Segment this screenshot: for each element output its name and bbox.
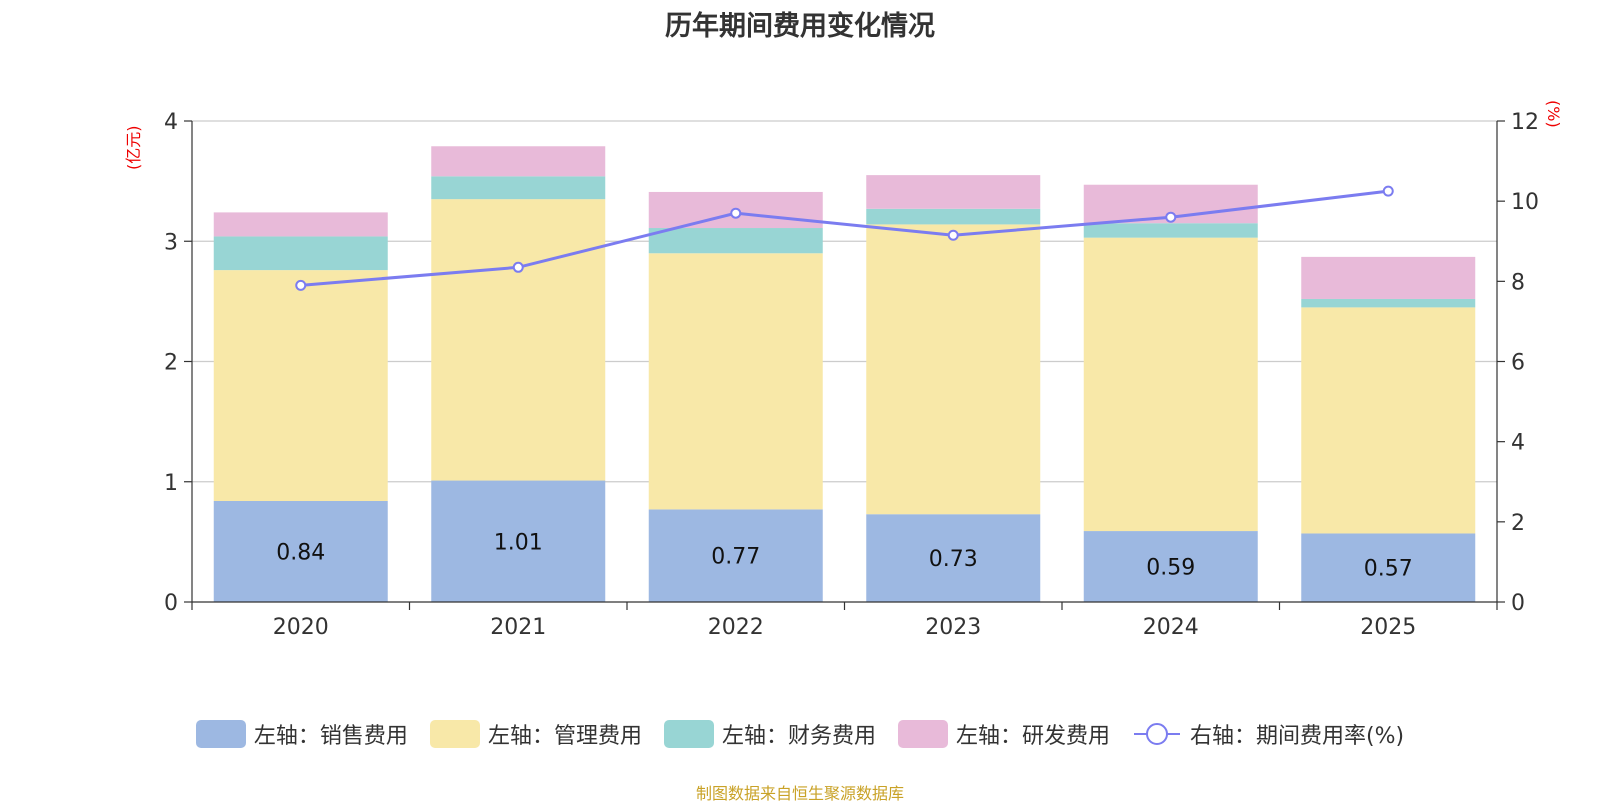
stacked-bar-line-chart: 012340246810120.8420201.0120210.7720220.… <box>164 110 1539 640</box>
legend-item-5[interactable]: 右轴：期间费用率(%) <box>1132 718 1404 750</box>
legend-label: 左轴：销售费用 <box>253 724 408 749</box>
rate-point-2023 <box>947 229 959 241</box>
bar-2023-1 <box>866 514 1041 602</box>
bar-2023-3 <box>866 208 1041 225</box>
bar-2022-2 <box>648 253 823 510</box>
bar-data-label: 0.57 <box>1364 557 1413 582</box>
legend-item-2[interactable]: 左轴：管理费用 <box>429 718 642 750</box>
bar-2020-4 <box>213 212 388 237</box>
bar-2025-2 <box>1301 307 1476 534</box>
bar-2022-1 <box>648 509 823 602</box>
right-tick-label: 4 <box>1511 431 1525 456</box>
legend-swatch <box>897 720 948 748</box>
rate-line <box>300 189 1389 287</box>
bar-data-label: 0.84 <box>276 540 325 565</box>
bar-data-label: 0.77 <box>711 545 760 570</box>
rate-point-2022 <box>730 207 742 219</box>
legend-swatch <box>1132 720 1182 748</box>
legend-swatch <box>429 720 480 748</box>
bar-2024-3 <box>1083 223 1258 238</box>
bar-2021-4 <box>431 146 606 177</box>
legend-label: 左轴：研发费用 <box>955 724 1110 749</box>
x-tick-label: 2022 <box>708 615 764 640</box>
bar-2023-4 <box>866 175 1041 209</box>
bar-2020-1 <box>213 500 388 602</box>
bar-2024-2 <box>1083 237 1258 532</box>
right-tick-label: 12 <box>1511 110 1539 135</box>
right-tick-label: 8 <box>1511 270 1525 295</box>
right-tick-label: 10 <box>1511 190 1539 215</box>
bar-2022-3 <box>648 228 823 254</box>
legend-item-1[interactable]: 左轴：销售费用 <box>195 718 408 750</box>
rate-point-2024 <box>1165 211 1177 223</box>
legend: 左轴：销售费用 左轴：管理费用 左轴：财务费用 左轴：研发费用 右轴：期间费用率(%) <box>0 718 1600 750</box>
bar-2021-1 <box>431 480 606 602</box>
data-source-footer: 制图数据来自恒生聚源数据库 <box>695 784 904 803</box>
rate-point-2020 <box>295 279 307 291</box>
left-tick-label: 3 <box>164 230 178 255</box>
bar-data-label: 0.59 <box>1146 556 1195 581</box>
bar-data-label: 0.73 <box>929 547 978 572</box>
legend-swatch <box>663 720 714 748</box>
legend-swatch <box>195 720 246 748</box>
legend-item-4[interactable]: 左轴：研发费用 <box>897 718 1110 750</box>
left-tick-label: 0 <box>164 591 178 616</box>
x-tick-label: 2025 <box>1360 615 1416 640</box>
bar-2024-1 <box>1083 531 1258 602</box>
bar-2025-4 <box>1301 256 1476 299</box>
x-tick-label: 2023 <box>925 615 981 640</box>
rate-point-2025 <box>1382 185 1394 197</box>
left-tick-label: 1 <box>164 471 178 496</box>
legend-label: 右轴：期间费用率(%) <box>1189 724 1405 749</box>
left-tick-label: 4 <box>164 110 178 135</box>
x-tick-label: 2020 <box>273 615 329 640</box>
right-tick-label: 6 <box>1511 351 1525 376</box>
legend-label: 左轴：管理费用 <box>487 724 642 749</box>
x-tick-label: 2024 <box>1143 615 1199 640</box>
left-tick-label: 2 <box>164 351 178 376</box>
bar-2020-2 <box>213 270 388 501</box>
rate-point-2021 <box>512 261 524 273</box>
legend-label: 左轴：财务费用 <box>721 724 876 749</box>
bar-2025-1 <box>1301 533 1476 602</box>
right-tick-label: 0 <box>1511 591 1525 616</box>
bar-2020-3 <box>213 236 388 271</box>
bar-2021-3 <box>431 176 606 200</box>
chart-title: 历年期间费用变化情况 <box>665 11 935 42</box>
legend-item-3[interactable]: 左轴：财务费用 <box>663 718 876 750</box>
x-tick-label: 2021 <box>490 615 546 640</box>
bar-data-label: 1.01 <box>494 530 543 555</box>
right-tick-label: 2 <box>1511 511 1525 536</box>
bar-2025-3 <box>1301 298 1476 308</box>
bar-2021-2 <box>431 199 606 481</box>
bar-2023-2 <box>866 224 1041 515</box>
